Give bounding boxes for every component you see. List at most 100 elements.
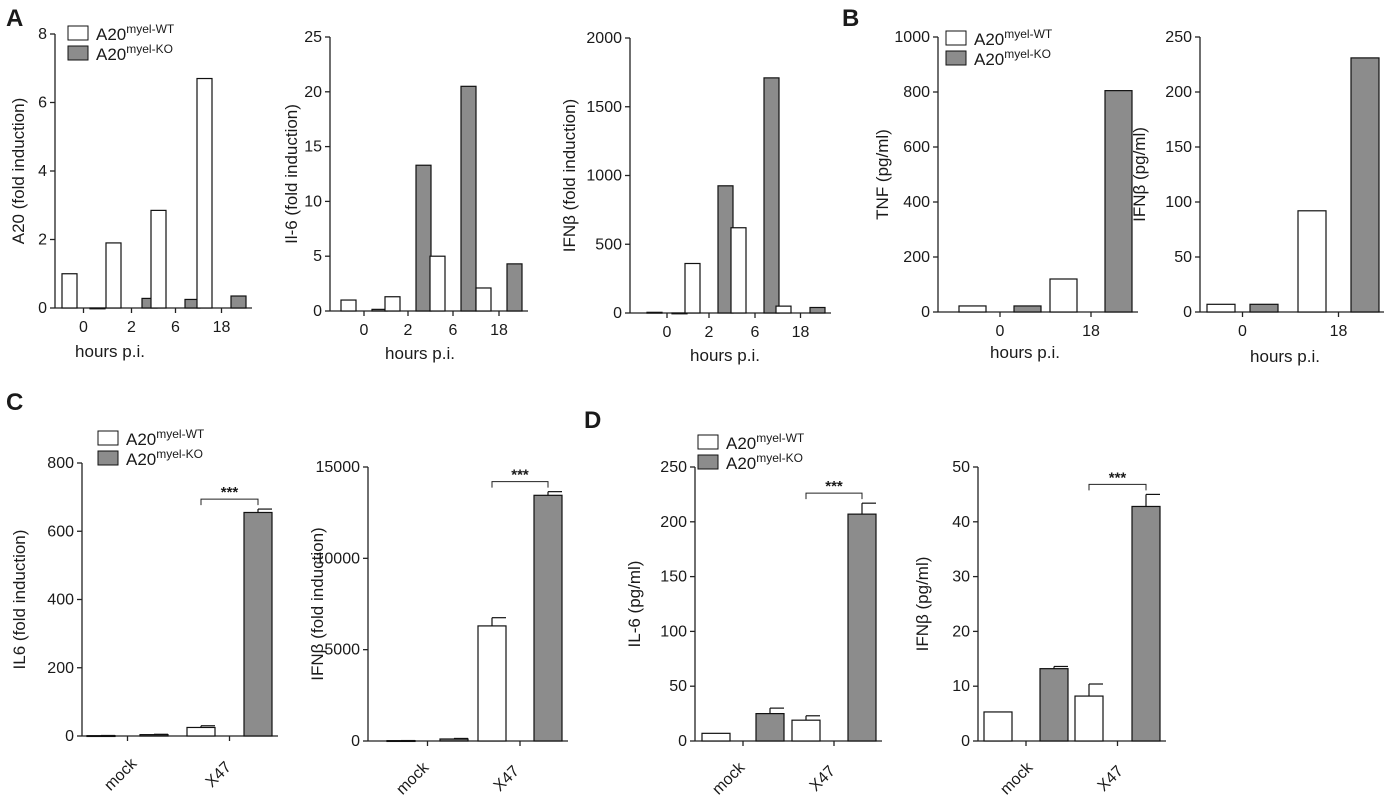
y-tick-label: 250 — [1165, 29, 1192, 46]
y-tick-label: 0 — [961, 733, 970, 750]
significance-bracket — [200, 498, 259, 506]
x-axis-label: hours p.i. — [990, 343, 1060, 362]
legend-wt-label-base: A20 — [974, 30, 1004, 49]
x-tick-label: 0 — [663, 324, 672, 341]
y-tick-label: 50 — [669, 678, 687, 695]
x-tick-label: 2 — [127, 319, 136, 336]
y-tick-label: 400 — [903, 194, 930, 211]
bar-wt — [684, 262, 701, 314]
bar-wt — [983, 711, 1013, 742]
significance-bracket — [491, 481, 549, 488]
charts-layer: 0 2 4 6 8 A20 (fold induction) 0 2 6 18 hours p.i.… — [9, 22, 1384, 798]
chart-c1: 0 200 400 600 800 IL6 (fold induction) mock X47… — [10, 427, 278, 794]
y-tick-label: 50 — [1174, 249, 1192, 266]
y-tick-label: 0 — [613, 305, 622, 322]
legend-wt-label: A20myel-WT — [126, 427, 205, 449]
bar-wt — [775, 305, 792, 314]
x-tick-label: X47 — [203, 759, 235, 791]
bar-ko — [1104, 90, 1133, 313]
x-axis-label: hours p.i. — [75, 342, 145, 361]
y-tick-label: 200 — [903, 249, 930, 266]
legend-ko-label-base: A20 — [126, 450, 156, 469]
y-tick-label: 400 — [47, 592, 74, 609]
x-axis-label: hours p.i. — [690, 346, 760, 365]
x-tick-label: 6 — [449, 322, 458, 339]
y-tick-label: 600 — [903, 139, 930, 156]
legend-wt-swatch — [67, 25, 89, 41]
x-tick-label: mock — [709, 759, 749, 799]
bar-ko — [1013, 305, 1042, 313]
y-tick-label: 6 — [38, 95, 47, 112]
y-tick-label: 0 — [678, 733, 687, 750]
x-axis-label: hours p.i. — [1250, 347, 1320, 366]
y-tick-label: 100 — [660, 623, 687, 640]
bar-wt — [150, 209, 167, 309]
x-tick-label: 0 — [360, 322, 369, 339]
y-tick-label: 20 — [304, 84, 322, 101]
x-tick-label: 18 — [792, 324, 810, 341]
bar-wt — [186, 726, 216, 737]
x-tick-label: 6 — [171, 319, 180, 336]
y-tick-label: 40 — [952, 514, 970, 531]
legend-ko-label-sup: myel-KO — [1004, 47, 1051, 61]
significance-label: *** — [1109, 469, 1127, 486]
y-tick-label: 500 — [595, 236, 622, 253]
x-tick-label: 18 — [213, 319, 231, 336]
bar-ko — [506, 263, 523, 312]
legend-ko-label-sup: myel-KO — [126, 42, 173, 56]
y-tick-label: 150 — [660, 569, 687, 586]
chart-a3: 0 500 1000 1500 2000 IFNβ (fold induction) 0 2 6… — [560, 30, 831, 365]
bar-wt — [475, 287, 492, 312]
legend-wt-label: A20myel-WT — [726, 431, 805, 453]
chart-d2: 0 10 20 30 40 50 IFNβ (pg/ml) mock X47 *** — [913, 459, 1166, 798]
bar-wt — [196, 77, 213, 309]
y-tick-label: 10 — [952, 678, 970, 695]
y-tick-label: 15000 — [316, 459, 361, 476]
y-tick-label: 25 — [304, 29, 322, 46]
y-tick-label: 150 — [1165, 139, 1192, 156]
y-tick-label: 100 — [1165, 194, 1192, 211]
bar-wt — [1297, 210, 1327, 313]
panel-letter-c: C — [6, 389, 23, 416]
significance-label: *** — [825, 478, 843, 495]
y-axis-label: IFNβ (fold induction) — [308, 527, 327, 680]
x-tick-label: mock — [101, 755, 141, 795]
legend-ko-swatch — [697, 454, 719, 470]
chart-b2: 0 50 100 150 200 250 IFNβ (pg/ml) 0 18 hours p.i. — [1130, 29, 1384, 366]
legend-ko-label-sup: myel-KO — [156, 447, 203, 461]
bar-ko — [230, 295, 247, 309]
x-tick-label: 18 — [1082, 323, 1100, 340]
y-tick-label: 800 — [47, 455, 74, 472]
y-tick-label: 0 — [65, 728, 74, 745]
bar-wt — [730, 227, 747, 314]
bar-wt — [1074, 695, 1104, 742]
bar-ko — [1039, 668, 1069, 742]
legend-ko-swatch — [97, 450, 119, 466]
y-tick-label: 0 — [921, 304, 930, 321]
x-tick-label: 0 — [1238, 323, 1247, 340]
y-tick-label: 10 — [304, 193, 322, 210]
bar-ko — [533, 494, 563, 742]
y-tick-label: 0 — [351, 733, 360, 750]
legend-wt-swatch — [697, 434, 719, 450]
y-tick-label: 600 — [47, 523, 74, 540]
y-tick-label: 15 — [304, 139, 322, 156]
legend-wt-label-sup: myel-WT — [156, 427, 205, 441]
y-tick-label: 0 — [313, 303, 322, 320]
significance-bracket — [1088, 483, 1147, 491]
x-tick-label: 18 — [1330, 323, 1348, 340]
bar-wt — [701, 732, 731, 742]
bar-wt — [429, 255, 446, 312]
y-tick-label: 1000 — [586, 168, 622, 185]
bar-ko — [89, 307, 106, 310]
x-tick-label: 6 — [751, 324, 760, 341]
y-tick-label: 2000 — [586, 30, 622, 47]
bar-ko — [1131, 505, 1161, 742]
bar-ko — [847, 513, 877, 742]
y-tick-label: 4 — [38, 163, 47, 180]
y-tick-label: 200 — [47, 660, 74, 677]
x-tick-label: 0 — [79, 319, 88, 336]
